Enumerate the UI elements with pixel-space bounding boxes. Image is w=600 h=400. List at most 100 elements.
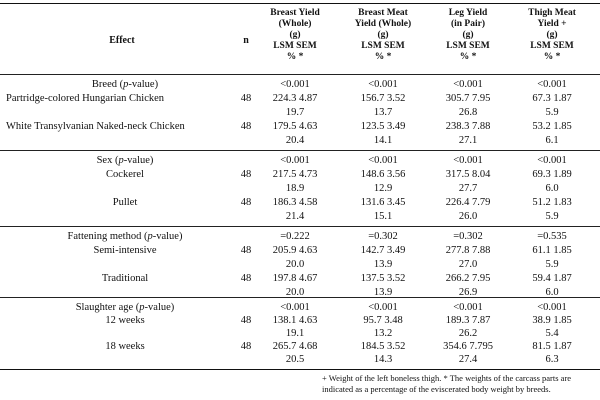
row-label: Semi-intensive <box>93 245 157 256</box>
row-pct: 5.4 <box>545 328 559 339</box>
fattening-pval-4: =0.535 <box>537 231 567 242</box>
row-pct: 18.9 <box>285 183 305 194</box>
row-pct: 27.1 <box>458 135 478 146</box>
row-pct: 19.1 <box>285 328 305 339</box>
row-pct: 12.9 <box>373 183 393 194</box>
row-pct: 20.4 <box>285 135 305 146</box>
row-g: 59.4 1.87 <box>532 273 572 284</box>
row-pct: 21.4 <box>285 211 305 222</box>
row-pct: 13.2 <box>373 328 393 339</box>
row-pct: 20.0 <box>285 287 305 298</box>
slaughter-pval-2: <0.001 <box>368 302 398 313</box>
row-pct: 6.3 <box>545 354 559 365</box>
row-pct: 6.1 <box>545 135 559 146</box>
row-g: 142.7 3.49 <box>360 245 406 256</box>
row-g: 186.3 4.58 <box>272 197 318 208</box>
row-pct: 5.9 <box>545 107 559 118</box>
breed-pval-4: <0.001 <box>537 79 567 90</box>
row-pct: 26.0 <box>458 211 478 222</box>
row-g: 205.9 4.63 <box>272 245 318 256</box>
row-g: 123.5 3.49 <box>360 121 406 132</box>
row-g: 148.6 3.56 <box>360 169 406 180</box>
row-label: Pullet <box>112 197 138 208</box>
row-g: 305.7 7.95 <box>445 93 491 104</box>
row-n: 48 <box>240 315 252 326</box>
row-pct: 15.1 <box>373 211 393 222</box>
row-label: 18 weeks <box>105 341 145 352</box>
row-label: Partridge-colored Hungarian Chicken <box>6 93 165 104</box>
row-g: 137.5 3.52 <box>360 273 406 284</box>
group-slaughter-title: Slaughter age (p-value) <box>75 302 175 313</box>
row-n: 48 <box>240 245 252 256</box>
row-g: 95.7 3.48 <box>363 315 403 326</box>
table-top-rule <box>0 3 600 4</box>
row-pct: 6.0 <box>545 287 559 298</box>
row-pct: 26.2 <box>458 328 478 339</box>
fattening-pval-3: =0.302 <box>453 231 483 242</box>
row-g: 38.9 1.85 <box>532 315 572 326</box>
breed-pval-2: <0.001 <box>368 79 398 90</box>
sex-pval-3: <0.001 <box>453 155 483 166</box>
header-rule <box>0 74 600 75</box>
row-n: 48 <box>240 121 252 132</box>
sex-pval-1: <0.001 <box>280 155 310 166</box>
row-pct: 14.1 <box>373 135 393 146</box>
row-pct: 19.7 <box>285 107 305 118</box>
row-g: 53.2 1.85 <box>532 121 572 132</box>
row-label: White Transylvanian Naked-neck Chicken <box>6 121 185 132</box>
table-bottom-rule <box>0 369 600 370</box>
row-n: 48 <box>240 197 252 208</box>
header-n: n <box>243 35 249 46</box>
sex-pval-2: <0.001 <box>368 155 398 166</box>
row-g: 156.7 3.52 <box>360 93 406 104</box>
sex-pval-4: <0.001 <box>537 155 567 166</box>
row-g: 69.3 1.89 <box>532 169 572 180</box>
row-g: 277.8 7.88 <box>445 245 491 256</box>
row-n: 48 <box>240 341 252 352</box>
row-g: 131.6 3.45 <box>360 197 406 208</box>
breed-pval-1: <0.001 <box>280 79 310 90</box>
row-g: 217.5 4.73 <box>272 169 318 180</box>
header-effect: Effect <box>109 35 135 46</box>
breed-pval-3: <0.001 <box>453 79 483 90</box>
row-g: 238.3 7.88 <box>445 121 491 132</box>
table-footnote: + Weight of the left boneless thigh. * T… <box>322 373 572 394</box>
row-pct: 20.0 <box>285 259 305 270</box>
group-sex-title: Sex (p-value) <box>96 155 154 166</box>
row-g: 266.2 7.95 <box>445 273 491 284</box>
row-g: 317.5 8.04 <box>445 169 491 180</box>
group-rule <box>0 150 600 151</box>
row-pct: 13.7 <box>373 107 393 118</box>
fattening-pval-2: =0.302 <box>368 231 398 242</box>
header-thigh-meat-yield: Thigh Meat Yield + (g) LSM SEM% * <box>528 8 576 62</box>
header-leg-yield: Leg Yield (in Pair) (g) LSM SEM% * <box>446 8 490 62</box>
slaughter-pval-1: <0.001 <box>280 302 310 313</box>
row-pct: 27.4 <box>458 354 478 365</box>
row-label: Traditional <box>101 273 149 284</box>
row-pct: 5.9 <box>545 259 559 270</box>
header-breast-meat-yield: Breast Meat Yield (Whole) (g) LSM SEM% * <box>354 8 412 62</box>
row-g: 51.2 1.83 <box>532 197 572 208</box>
row-g: 197.8 4.67 <box>272 273 318 284</box>
row-pct: 20.5 <box>285 354 305 365</box>
row-label: Cockerel <box>106 169 144 180</box>
row-n: 48 <box>240 169 252 180</box>
row-g: 184.5 3.52 <box>360 341 406 352</box>
header-breast-yield: Breast Yield (Whole) (g) LSM SEM% * <box>270 8 320 62</box>
row-pct: 26.8 <box>458 107 478 118</box>
row-g: 179.5 4.63 <box>272 121 318 132</box>
row-n: 48 <box>240 273 252 284</box>
row-g: 354.6 7.795 <box>443 341 493 352</box>
row-label: 12 weeks <box>105 315 145 326</box>
row-g: 138.1 4.63 <box>272 315 318 326</box>
group-rule <box>0 297 600 298</box>
row-g: 189.3 7.87 <box>445 315 491 326</box>
fattening-pval-1: =0.222 <box>280 231 310 242</box>
slaughter-pval-4: <0.001 <box>537 302 567 313</box>
row-pct: 27.7 <box>458 183 478 194</box>
row-pct: 27.0 <box>458 259 478 270</box>
row-pct: 26.9 <box>458 287 478 298</box>
slaughter-pval-3: <0.001 <box>453 302 483 313</box>
row-n: 48 <box>240 93 252 104</box>
row-g: 61.1 1.85 <box>532 245 572 256</box>
